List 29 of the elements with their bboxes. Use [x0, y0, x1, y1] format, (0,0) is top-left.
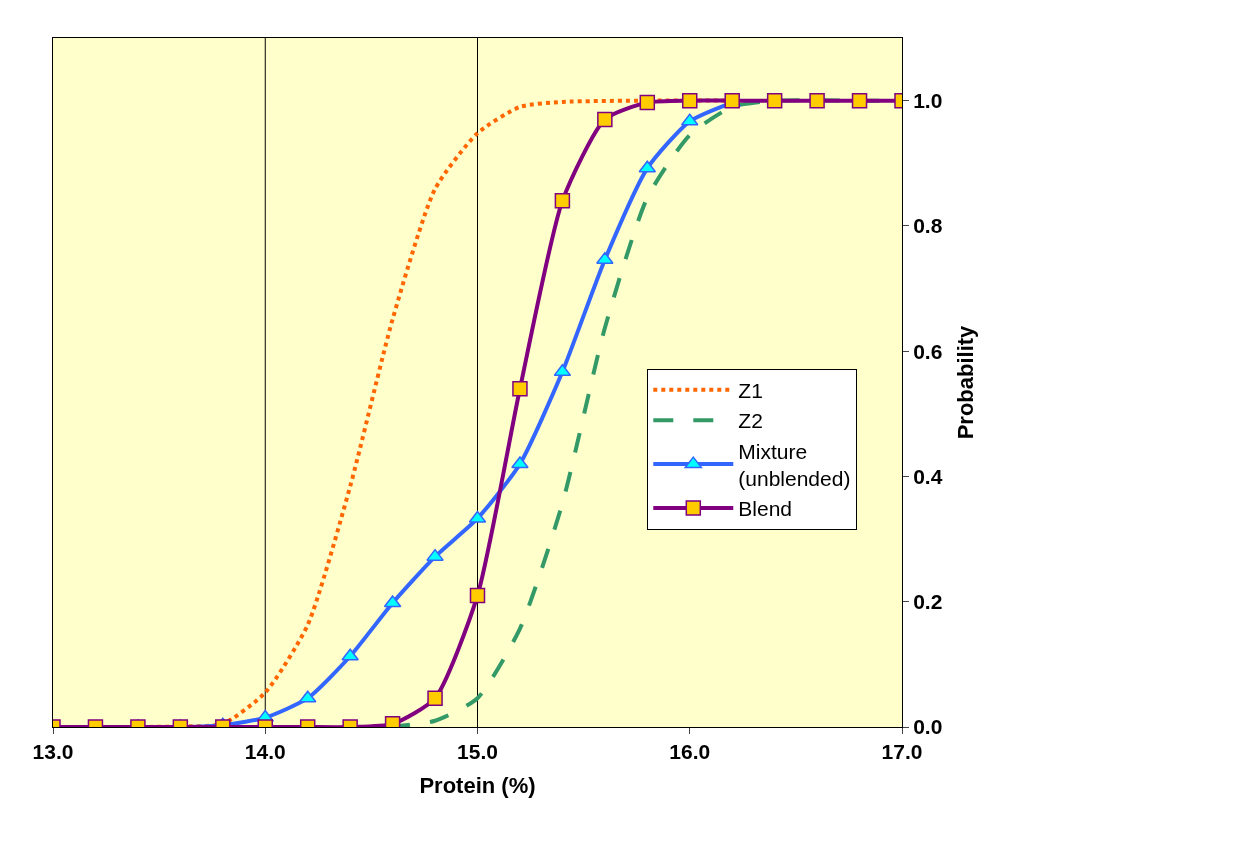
y-axis-title: Probability: [952, 324, 978, 440]
point: [511, 456, 529, 469]
point: [596, 251, 614, 264]
x-tick-label: 13.0: [32, 740, 74, 764]
point: [554, 193, 571, 209]
point: [341, 648, 359, 661]
y-tick-label: 0.8: [913, 214, 943, 238]
point: [809, 92, 825, 109]
x-tick-label: 17.0: [881, 740, 923, 764]
legend-label: Z1: [738, 379, 763, 403]
point: [639, 94, 656, 111]
y-tick-label: 1.0: [913, 88, 943, 112]
legend-label: Z2: [738, 409, 763, 433]
point: [597, 111, 613, 128]
x-tick-label: 15.0: [457, 740, 498, 764]
legend-label: Blend: [738, 497, 793, 521]
y-tick-label: 0.2: [913, 590, 943, 614]
y-tick-label: 0.0: [913, 715, 943, 739]
point: [512, 381, 528, 397]
point: [682, 92, 698, 109]
x-tick-label: 14.0: [244, 740, 286, 764]
point: [426, 548, 444, 561]
legend-label: Mixture (unblended): [738, 439, 851, 490]
point: [851, 92, 868, 109]
point: [766, 92, 783, 109]
x-axis-title: Protein (%): [419, 773, 536, 799]
x-tick-label: 16.0: [669, 740, 711, 764]
y-tick-label: 0.4: [913, 464, 943, 488]
y-tick-label: 0.6: [913, 339, 943, 363]
